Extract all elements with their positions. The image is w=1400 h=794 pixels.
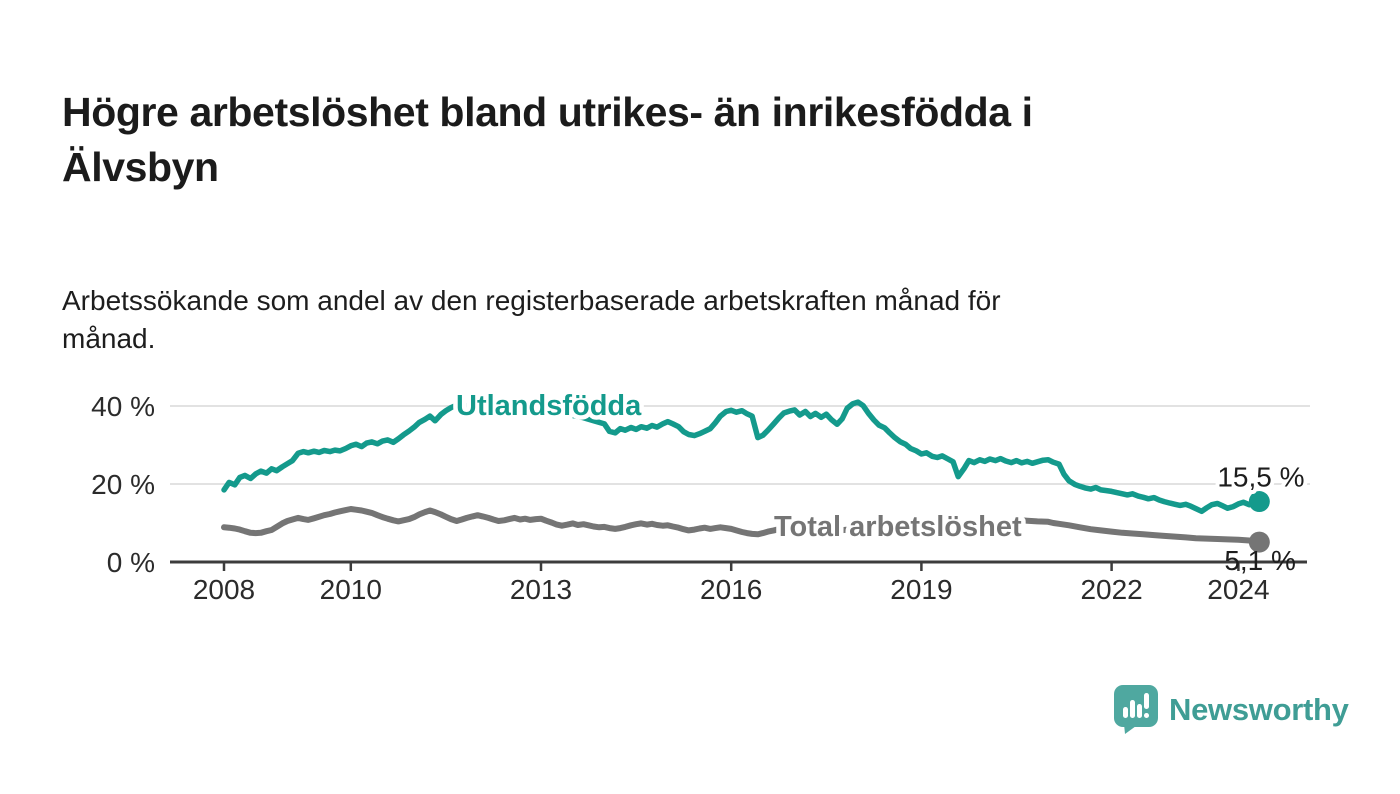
x-tick-label: 2016: [700, 574, 762, 605]
x-tick-label: 2022: [1080, 574, 1142, 605]
series-end-dot: [1248, 531, 1270, 553]
page-subtitle-line-2: månad.: [62, 323, 156, 355]
logo-exclamation-dot: [1144, 713, 1149, 718]
series-end-value-label: 5,1 %: [1224, 545, 1296, 576]
x-tick-label: 2010: [320, 574, 382, 605]
series-end-dot: [1248, 491, 1270, 513]
x-tick-label: 2008: [193, 574, 255, 605]
y-tick-label: 0 %: [107, 547, 155, 578]
y-tick-label: 40 %: [91, 391, 155, 422]
logo-bar-tall: [1130, 700, 1135, 718]
series-line-utlandsfodda: [221, 399, 1263, 515]
newsworthy-bubble-icon: [1114, 685, 1158, 734]
page-title: Högre arbetslöshet bland utrikes- än inr…: [62, 85, 1033, 193]
page-subtitle-line-1: Arbetssökande som andel av den registerb…: [62, 285, 1001, 316]
series-label-total-arbetsloshet: Total arbetslöshet: [774, 511, 1022, 543]
page-subtitle: Arbetssökande som andel av den registerb…: [62, 282, 1001, 358]
brand-logo: Newsworthy: [1113, 684, 1349, 735]
y-tick-label: 20 %: [91, 469, 155, 500]
logo-bar-medium: [1137, 704, 1142, 718]
series-label-utlandsfodda: Utlandsfödda: [456, 390, 642, 422]
series-end-value-label: 15,5 %: [1217, 462, 1304, 493]
x-tick-label: 2019: [890, 574, 952, 605]
logo-exclamation-bar: [1144, 693, 1149, 709]
page-title-line-1: Högre arbetslöshet bland utrikes- än inr…: [62, 89, 1033, 136]
x-tick-label: 2024: [1207, 574, 1269, 605]
newsworthy-wordmark: Newsworthy: [1169, 691, 1349, 727]
series-line-total-arbetsloshet: [221, 506, 1263, 546]
logo-bar-small: [1123, 707, 1128, 718]
page-title-line-2: Älvsbyn: [62, 143, 219, 190]
x-tick-label: 2013: [510, 574, 572, 605]
